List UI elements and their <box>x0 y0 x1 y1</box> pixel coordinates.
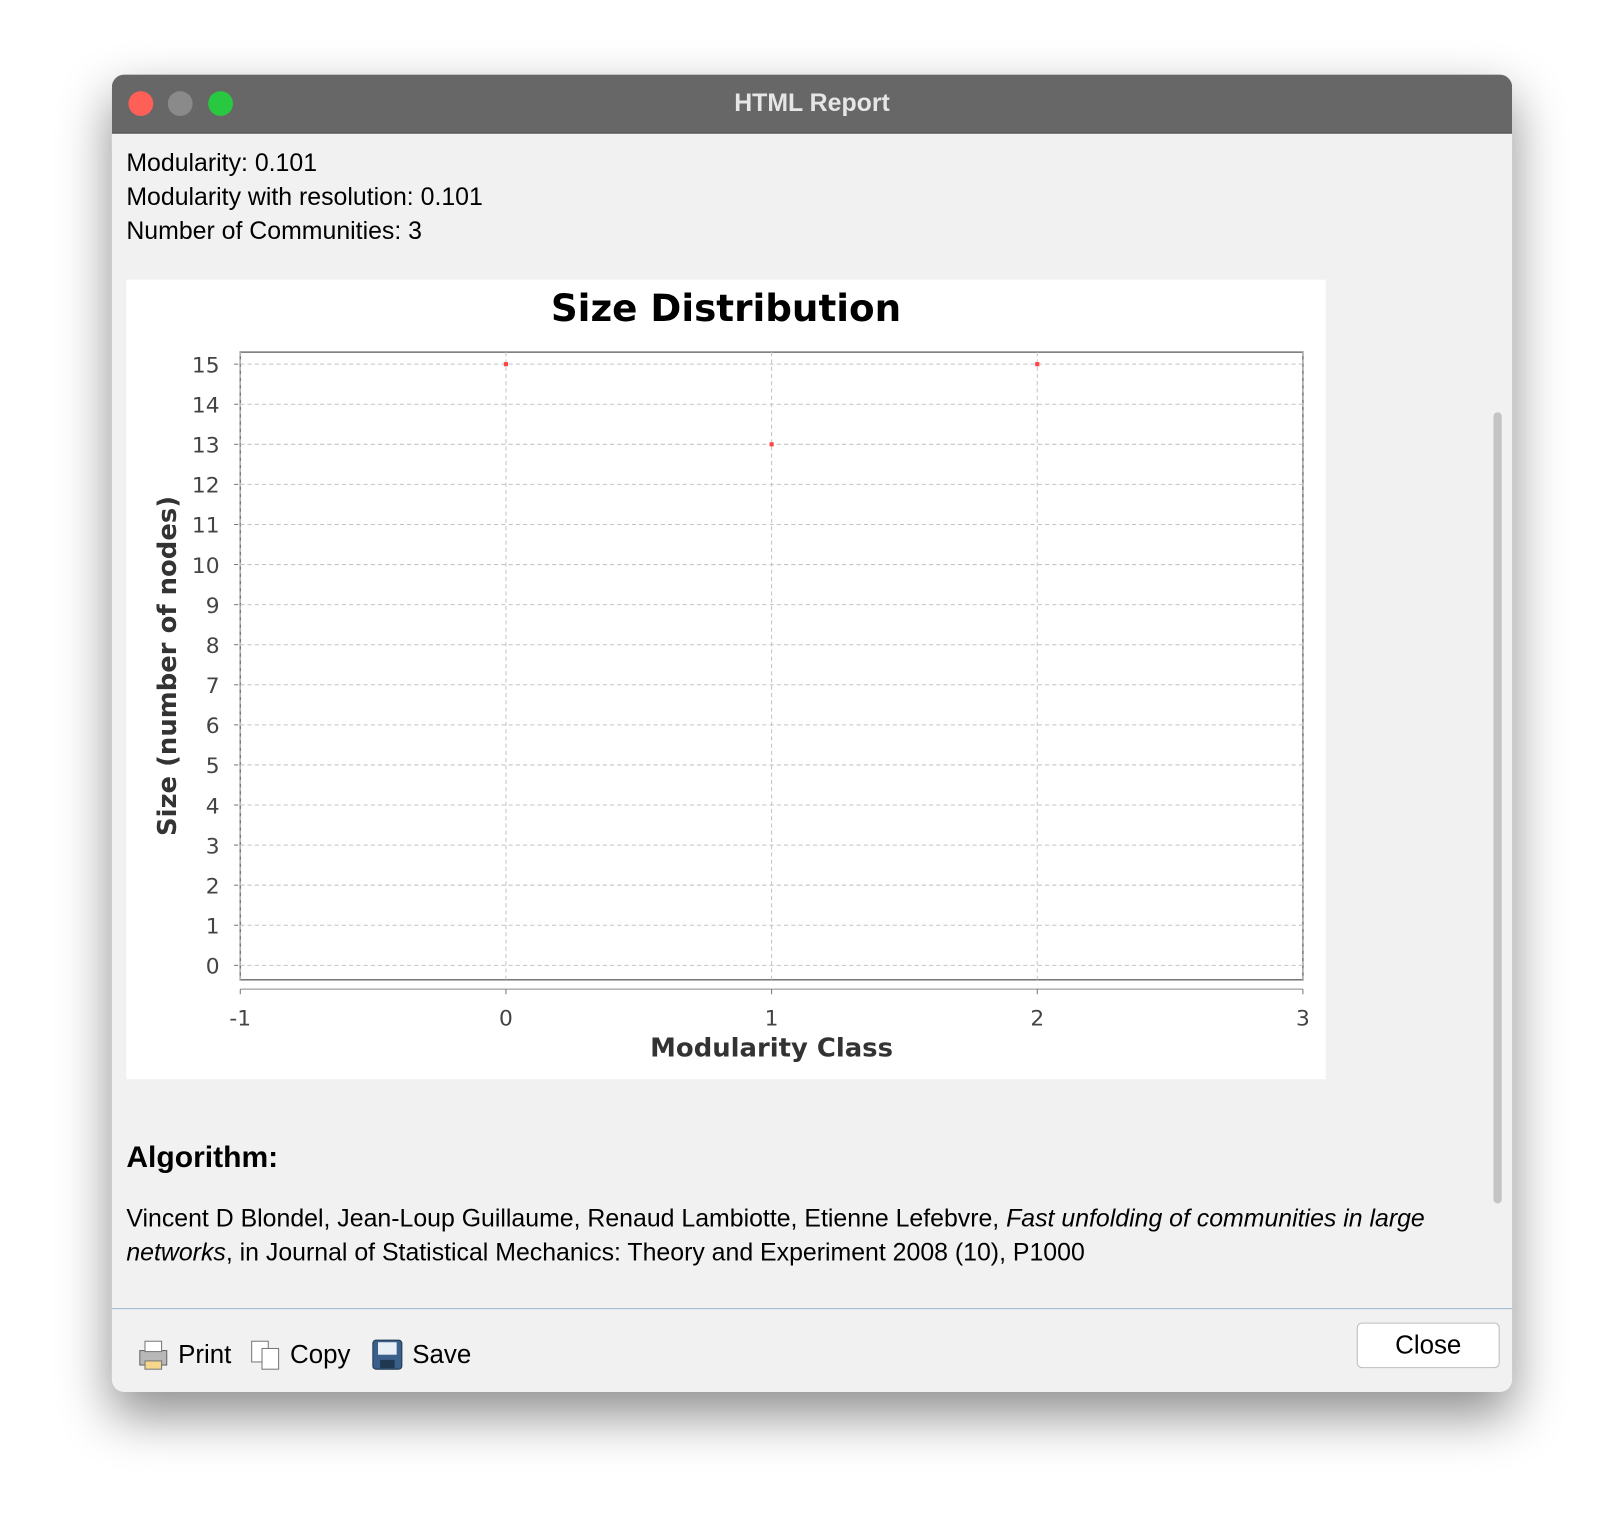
x-tick-label: 3 <box>1296 1006 1310 1031</box>
zoom-dot[interactable] <box>208 91 234 116</box>
y-tick-label: 0 <box>206 955 220 980</box>
title-bar: HTML Report <box>111 74 1513 134</box>
chart-title: Size Distribution <box>551 286 901 330</box>
y-tick-label: 3 <box>206 834 220 859</box>
citation-source: , in Journal of Statistical Mechanics: T… <box>225 1238 1085 1267</box>
y-axis-label: Size (number of nodes) <box>153 496 183 836</box>
y-tick-label: 13 <box>192 434 220 459</box>
button-label: Print <box>178 1339 232 1369</box>
close-button[interactable]: Close <box>1356 1322 1500 1369</box>
x-tick-label: 0 <box>499 1006 513 1031</box>
save-button[interactable]: Save <box>371 1338 471 1371</box>
x-axis-label: Modularity Class <box>650 1033 893 1063</box>
separator <box>111 1308 1513 1310</box>
y-tick-label: 9 <box>206 594 220 619</box>
window: HTML Report Modularity: 0.101 Modularity… <box>111 74 1513 1392</box>
citation: Vincent D Blondel, Jean-Loup Guillaume, … <box>126 1201 1462 1269</box>
copy-icon <box>251 1340 280 1370</box>
chart: Size Distribution Modularity Class Size … <box>126 279 1326 1080</box>
y-tick-label: 14 <box>192 394 220 419</box>
button-label: Save <box>412 1339 472 1369</box>
print-icon <box>139 1340 168 1370</box>
citation-authors: Vincent D Blondel, Jean-Loup Guillaume, … <box>126 1204 1007 1233</box>
print-button[interactable]: Print <box>137 1338 232 1371</box>
x-tick-label: -1 <box>229 1006 251 1031</box>
scrollbar-thumb[interactable] <box>1493 412 1502 1204</box>
citation-title: Fast unfolding of communities in large n… <box>126 1204 1425 1267</box>
y-tick-label: 15 <box>192 353 220 378</box>
y-tick-label: 12 <box>192 474 220 499</box>
stat: Modularity with resolution: 0.101 <box>126 183 483 212</box>
button-label: Copy <box>289 1339 351 1369</box>
y-tick-label: 5 <box>206 754 220 779</box>
y-tick-label: 11 <box>192 514 220 539</box>
point <box>769 442 774 447</box>
window-title: HTML Report <box>734 89 890 118</box>
point <box>503 362 509 367</box>
save-icon <box>372 1339 403 1370</box>
x-tick-label: 1 <box>765 1006 779 1031</box>
y-tick-label: 6 <box>206 714 220 739</box>
algorithm-heading: Algorithm: <box>126 1141 279 1175</box>
minimize-dot[interactable] <box>167 91 193 116</box>
y-tick-label: 4 <box>206 794 220 819</box>
y-tick-label: 2 <box>206 874 220 899</box>
close-dot[interactable] <box>128 91 154 116</box>
y-tick-label: 8 <box>206 634 220 659</box>
y-tick-label: 10 <box>192 554 220 579</box>
copy-button[interactable]: Copy <box>249 1338 351 1371</box>
stat: Number of Communities: 3 <box>126 217 422 246</box>
point <box>1035 362 1040 367</box>
stat: Modularity: 0.101 <box>126 149 318 178</box>
y-tick-label: 1 <box>206 915 220 940</box>
x-tick-label: 2 <box>1030 1006 1044 1031</box>
y-tick-label: 7 <box>206 674 220 699</box>
